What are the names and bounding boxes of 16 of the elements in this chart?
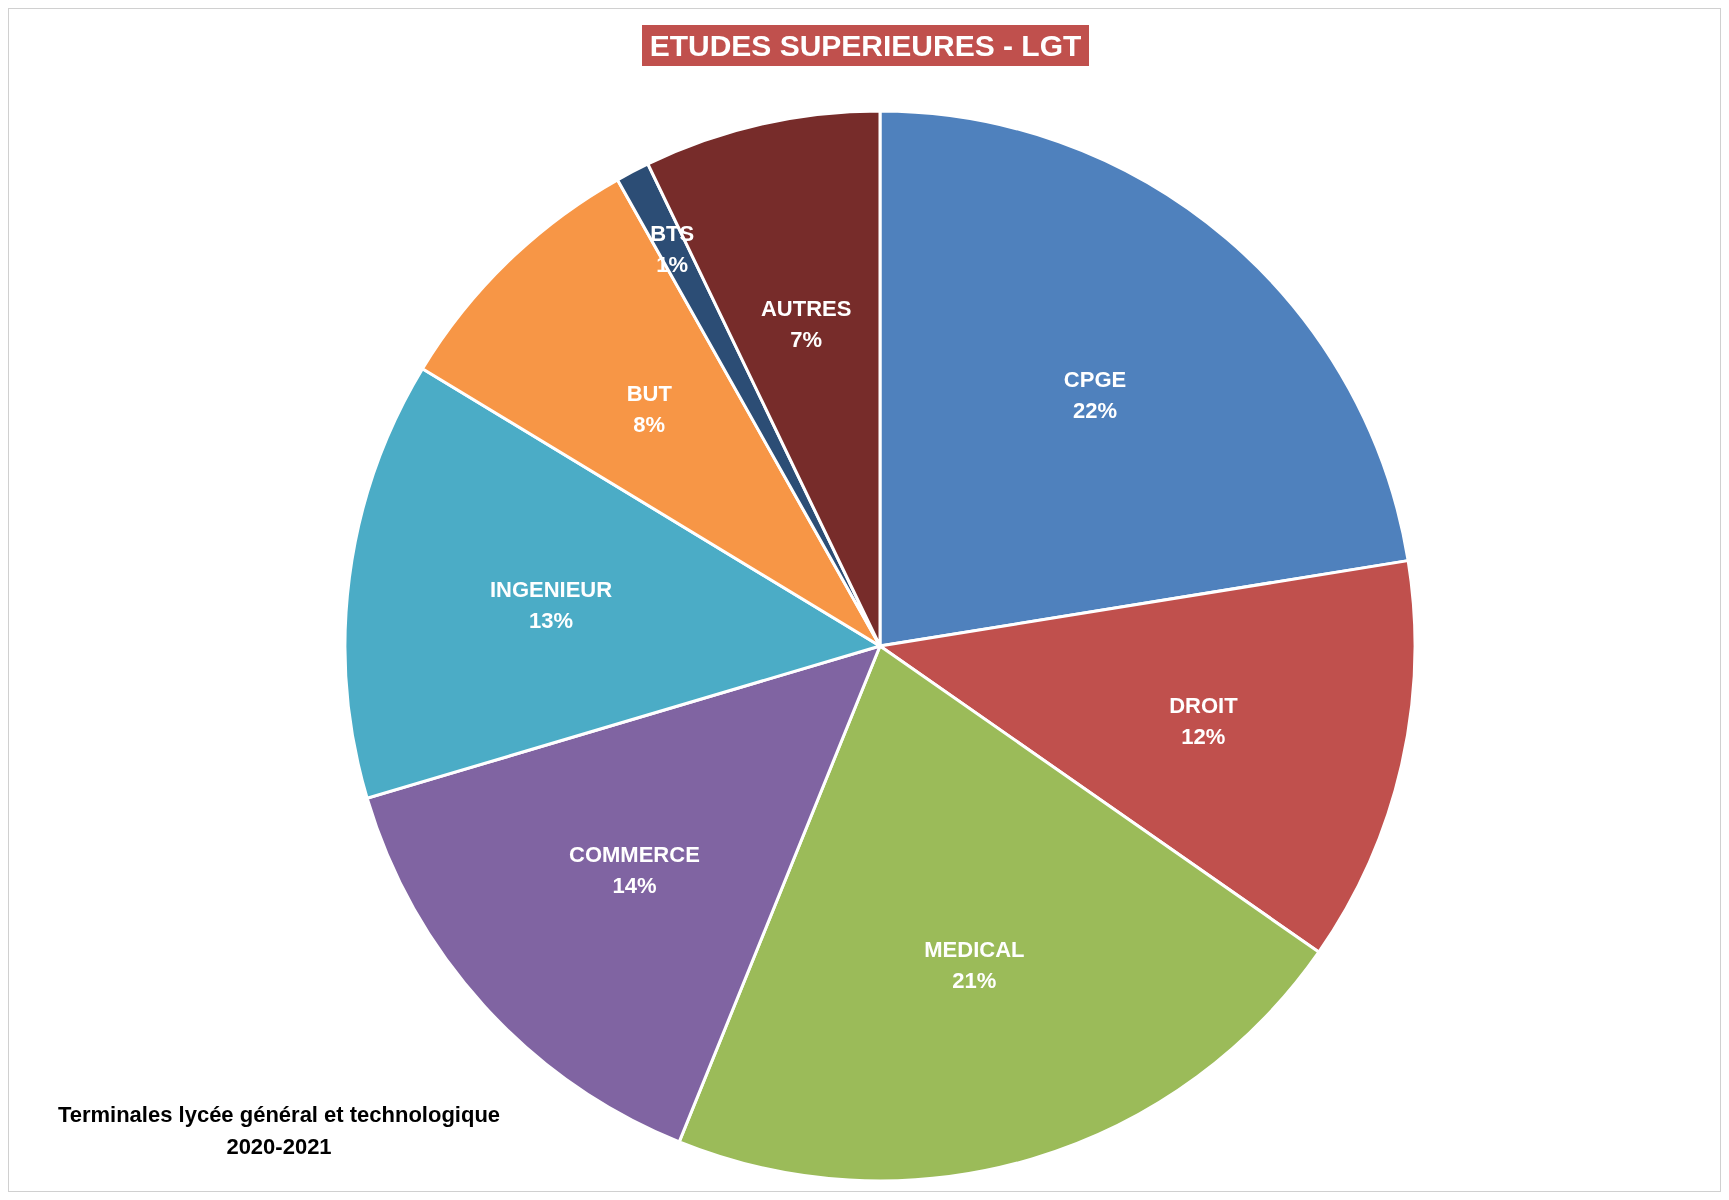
text: Terminales lycée général et technologique 2020-2021: [56, 1101, 502, 1161]
slice-label: MEDICAL: [924, 937, 1025, 963]
data-label: 22%: [1072, 397, 1118, 423]
data-label: 21%: [952, 968, 997, 994]
data-label: 14%: [612, 873, 657, 899]
slice-label: CPGE: [1063, 366, 1127, 392]
slice-label: BUT: [626, 381, 673, 407]
chart-title: ETUDES SUPERIEURES - LGT: [641, 25, 1090, 66]
slice-label: DROIT: [1169, 693, 1239, 719]
data-label: 7%: [790, 326, 823, 352]
data-label: 13%: [529, 607, 574, 633]
data-label: 12%: [1181, 724, 1226, 750]
slice-label: AUTRES: [760, 296, 852, 322]
slice-label: COMMERCE: [569, 842, 700, 868]
data-label: 8%: [633, 411, 666, 437]
slice-label: INGENIEUR: [489, 576, 613, 602]
